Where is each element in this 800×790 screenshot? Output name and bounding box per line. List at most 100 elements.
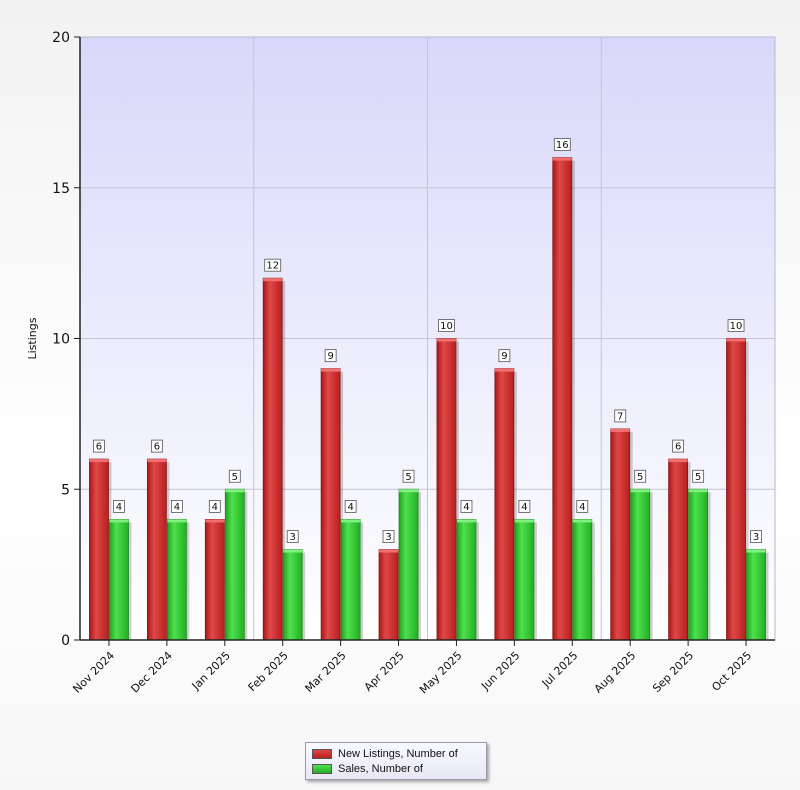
data-label: 4 [174, 502, 180, 513]
x-tick-label: Sep 2025 [650, 649, 696, 695]
data-label-box [344, 499, 357, 513]
legend-item-sales: Sales, Number of [312, 761, 480, 776]
bar-sales [746, 549, 766, 641]
bar-new-listings [89, 458, 109, 641]
data-label: 6 [96, 442, 102, 453]
bar-top-cap [456, 519, 476, 523]
data-label: 10 [440, 321, 453, 332]
bar-new-listings [378, 549, 399, 641]
data-label-box [286, 530, 299, 543]
data-label: 4 [463, 502, 469, 513]
bar-top-cap [379, 549, 399, 553]
legend-item-new-listings: New Listings, Number of [312, 746, 480, 761]
bar-top-cap [147, 459, 167, 463]
data-label-box [93, 439, 105, 453]
bar-top-cap [89, 459, 109, 463]
bar-sales [340, 519, 361, 641]
data-label-box [614, 409, 627, 423]
bar-top-cap [283, 549, 303, 553]
data-label-box [170, 499, 183, 513]
x-tick-label: Oct 2025 [709, 649, 754, 694]
bar-new-listings [552, 157, 573, 641]
data-label: 9 [327, 351, 333, 362]
data-label-box [727, 319, 745, 332]
bar-top-cap [572, 519, 592, 523]
bar-new-listings [610, 428, 631, 641]
bar-top-cap [688, 489, 708, 493]
data-label: 4 [212, 502, 218, 513]
data-label-box [208, 499, 221, 513]
data-label-box [438, 319, 455, 332]
bar-new-listings [726, 338, 746, 641]
y-tick-label: 0 [61, 633, 70, 649]
bar-top-cap [109, 519, 129, 523]
bar-sales [224, 488, 245, 641]
bar-new-listings [204, 519, 225, 641]
x-tick-label: Mar 2025 [303, 649, 349, 695]
data-label-box [324, 349, 337, 363]
data-label: 4 [347, 502, 353, 513]
data-label-box [498, 349, 511, 363]
bar-top-cap [436, 338, 456, 342]
bar-sales [456, 519, 477, 641]
bar-top-cap [494, 368, 514, 372]
data-label: 4 [579, 502, 585, 513]
data-label: 6 [675, 442, 681, 453]
data-label: 4 [521, 502, 527, 513]
x-tick-label: Jul 2025 [539, 649, 581, 691]
bar-top-cap [668, 459, 688, 463]
bar-new-listings [146, 458, 167, 641]
data-label: 4 [116, 502, 122, 513]
bar-sales [572, 519, 593, 641]
bar-sales [514, 519, 535, 641]
data-label-box [518, 499, 531, 513]
bar-top-cap [610, 428, 630, 432]
data-label: 16 [556, 140, 569, 151]
x-tick-label: Nov 2024 [70, 649, 117, 696]
y-tick-label: 15 [52, 181, 70, 197]
x-tick-label: May 2025 [417, 649, 465, 697]
data-label-box [634, 469, 647, 483]
x-tick-label: Jun 2025 [478, 649, 522, 693]
bar-new-listings [668, 458, 689, 641]
x-tick-label: Jan 2025 [189, 649, 233, 693]
data-label-box [402, 469, 415, 483]
bar-top-cap [746, 549, 766, 553]
data-label-box [576, 499, 589, 513]
bar-top-cap [341, 519, 361, 523]
legend-swatch-sales [312, 763, 332, 774]
data-label-box [264, 258, 282, 272]
bar-sales [109, 519, 129, 641]
x-tick-label: Aug 2025 [592, 649, 639, 696]
bar-sales [630, 488, 651, 641]
y-tick-label: 20 [52, 30, 70, 46]
y-axis-title: Listings [26, 317, 39, 359]
bar-top-cap [514, 519, 534, 523]
data-label: 12 [266, 261, 279, 272]
bar-top-cap [630, 489, 650, 493]
data-label: 7 [617, 411, 623, 422]
legend-swatch-new-listings [312, 748, 332, 759]
data-label-box [113, 499, 125, 513]
bar-new-listings [436, 338, 457, 641]
x-tick-label: Apr 2025 [362, 649, 407, 694]
data-label-box [553, 138, 571, 152]
data-label: 9 [501, 351, 507, 362]
bar-new-listings [494, 368, 515, 641]
bar-top-cap [399, 489, 419, 493]
bar-new-listings [262, 277, 283, 641]
bar-sales [688, 488, 709, 641]
bar-top-cap [167, 519, 187, 523]
y-tick-label: 10 [52, 332, 70, 348]
bar-new-listings [320, 368, 341, 641]
bar-sales [282, 549, 303, 641]
y-tick-label: 5 [61, 482, 70, 498]
data-label-box [672, 439, 685, 453]
data-label-box [692, 469, 705, 483]
data-label: 3 [753, 532, 759, 543]
data-label-box [228, 469, 241, 483]
x-tick-label: Feb 2025 [246, 649, 291, 694]
bar-top-cap [321, 368, 341, 372]
data-label: 3 [385, 532, 391, 543]
bar-top-cap [205, 519, 225, 523]
